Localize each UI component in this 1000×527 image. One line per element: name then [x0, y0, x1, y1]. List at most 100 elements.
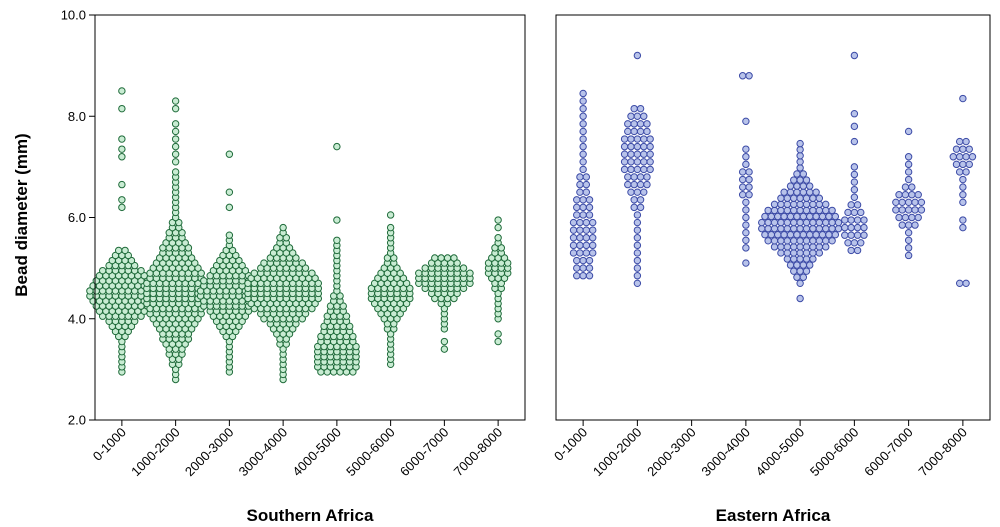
data-point [576, 226, 584, 234]
eastern-africa-plot-frame [555, 14, 991, 421]
data-point [959, 198, 967, 207]
data-point [633, 256, 642, 265]
data-point [225, 150, 234, 158]
data-point [624, 127, 632, 136]
data-point [633, 226, 642, 234]
data-point [777, 237, 785, 245]
data-point [171, 158, 180, 166]
data-point [806, 182, 814, 190]
eastern-africa-points [569, 51, 977, 303]
data-point [802, 200, 811, 209]
data-point [579, 256, 587, 265]
southern-africa-points [86, 87, 512, 384]
data-point [780, 231, 788, 239]
data-point [289, 249, 297, 257]
data-point [793, 231, 801, 239]
data-point [793, 182, 801, 190]
data-point [796, 206, 804, 215]
data-point [630, 180, 638, 189]
data-point [194, 264, 202, 272]
data-point [786, 188, 795, 196]
data-point [809, 243, 817, 251]
data-point [815, 224, 824, 233]
data-point [799, 212, 808, 221]
data-point [640, 158, 648, 166]
data-point [790, 176, 798, 184]
data-point [812, 231, 820, 239]
data-point [589, 234, 597, 242]
data-point [633, 218, 642, 227]
data-point [569, 234, 578, 242]
data-point [627, 188, 635, 196]
data-point [620, 165, 629, 174]
data-point [822, 237, 830, 245]
data-point [796, 243, 804, 251]
data-point [333, 236, 341, 244]
data-point [241, 266, 250, 275]
data-point [620, 150, 629, 158]
data-point [573, 196, 581, 204]
data-point [640, 188, 648, 196]
data-point [917, 206, 926, 214]
data-point [579, 264, 587, 272]
data-point [118, 153, 126, 161]
data-point [187, 254, 196, 262]
data-point [764, 206, 772, 215]
data-point [774, 212, 782, 221]
data-point [770, 206, 779, 215]
data-point [440, 337, 449, 346]
data-point [783, 194, 792, 202]
data-point [764, 218, 772, 227]
data-point [898, 198, 906, 207]
data-point [627, 165, 635, 174]
data-point [643, 120, 651, 128]
data-point [742, 221, 750, 229]
data-point [901, 213, 910, 222]
data-point [796, 279, 804, 288]
data-point [576, 249, 584, 257]
data-point [850, 110, 859, 118]
data-point [576, 188, 584, 196]
data-point [796, 158, 804, 166]
data-point [914, 213, 922, 222]
data-point [850, 51, 859, 60]
data-point [178, 228, 186, 237]
data-point [904, 251, 913, 260]
data-point [118, 104, 126, 113]
data-point [579, 158, 587, 166]
data-point [582, 249, 591, 257]
panel-title-southern-africa: Southern Africa [247, 506, 374, 525]
data-point [904, 160, 913, 169]
data-point [620, 158, 629, 166]
x-tick-label: 7000-8000 [451, 425, 506, 480]
data-point [790, 218, 798, 227]
panel-title-eastern-africa: Eastern Africa [716, 506, 831, 525]
data-point [114, 246, 123, 255]
data-point [796, 194, 804, 202]
data-point [955, 137, 964, 146]
data-point [742, 117, 750, 126]
data-point [860, 223, 868, 232]
data-point [850, 163, 859, 171]
data-point [393, 315, 401, 323]
data-point [640, 135, 648, 143]
data-point [783, 218, 792, 227]
data-point [633, 272, 642, 280]
data-point [349, 332, 357, 341]
data-point [171, 127, 180, 136]
data-point [761, 231, 769, 239]
data-point [640, 142, 648, 151]
data-point [339, 302, 347, 310]
data-point [799, 182, 808, 190]
data-point [844, 239, 852, 247]
data-point [822, 218, 830, 227]
data-point [793, 273, 801, 281]
data-point [232, 251, 240, 260]
data-point [809, 200, 817, 209]
data-point [573, 211, 581, 219]
data-point [589, 249, 597, 257]
data-point [847, 246, 855, 255]
data-point [396, 269, 404, 277]
data-point [745, 72, 753, 80]
data-point [952, 145, 961, 153]
